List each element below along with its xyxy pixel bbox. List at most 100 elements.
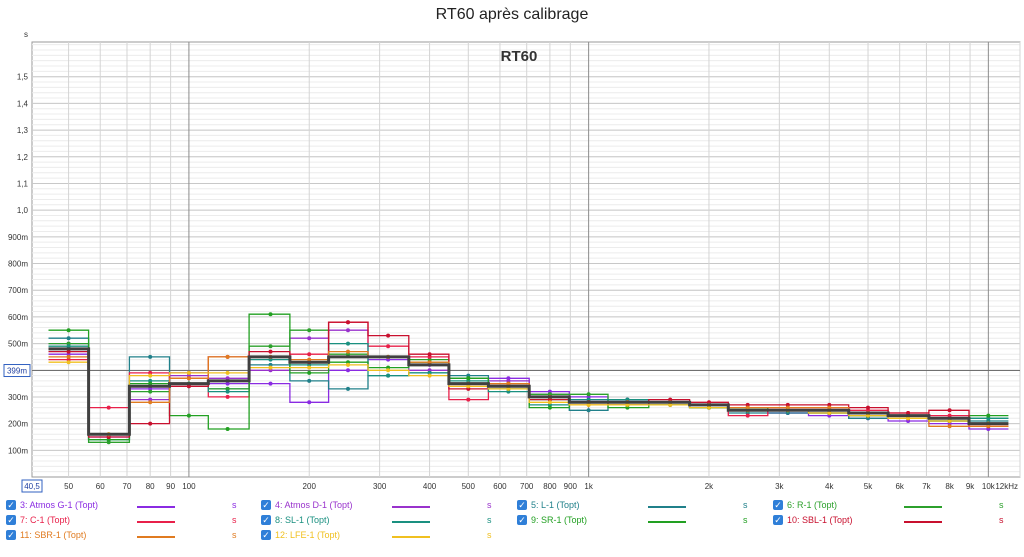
data-point [947, 413, 952, 418]
legend-checkbox[interactable]: ✓ [773, 500, 783, 510]
legend-unit: s [487, 515, 492, 525]
x-tick-label: 7k [922, 482, 931, 491]
data-point [745, 413, 750, 418]
y-tick-label: 1,0 [17, 206, 29, 215]
data-point [827, 411, 832, 415]
data-point [547, 405, 552, 410]
x-tick-label: 900 [564, 482, 578, 491]
y-tick-label: 300m [8, 393, 28, 402]
data-point [986, 413, 991, 418]
y-tick-label: 900m [8, 233, 28, 242]
x-tick-label: 90 [166, 482, 175, 491]
data-point [307, 328, 312, 333]
y-tick-label: 700m [8, 286, 28, 295]
data-point [346, 320, 350, 325]
data-point [186, 413, 191, 418]
legend-swatch [392, 536, 430, 538]
data-point [346, 341, 350, 346]
data-point [268, 349, 273, 354]
legend-item[interactable]: ✓ 7: C-1 (Topt) s [6, 513, 246, 529]
x-tick-label: 8k [945, 482, 954, 491]
data-point [307, 370, 312, 375]
data-point [186, 370, 191, 375]
legend-unit: s [999, 515, 1004, 525]
data-point [66, 360, 71, 365]
x-tick-label: 600 [493, 482, 507, 491]
x-start-box [21, 479, 43, 493]
data-point [186, 384, 191, 389]
x-tick-label: 100 [182, 482, 196, 491]
data-point [827, 405, 832, 410]
legend-item[interactable]: ✓ 9: SR-1 (Topt) s [517, 513, 757, 529]
x-tick-label: 6k [895, 482, 904, 491]
legend-label: 4: Atmos D-1 (Topt) [275, 500, 353, 510]
y-tick-label: 100m [8, 446, 28, 455]
cursor-value-box [3, 364, 31, 378]
legend-checkbox[interactable]: ✓ [261, 500, 271, 510]
data-point [866, 405, 870, 410]
x-tick-label: 5k [864, 482, 873, 491]
legend-checkbox[interactable]: ✓ [261, 515, 271, 525]
legend-item[interactable]: ✓ 5: L-1 (Topt) s [517, 498, 757, 514]
data-point [947, 419, 952, 423]
window-title: RT60 après calibrage [435, 6, 589, 23]
legend-label: 5: L-1 (Topt) [531, 500, 580, 510]
rt60-plot[interactable]: RT60s100m200m300m400m500m600m700m800m900… [0, 0, 1024, 496]
legend-item[interactable]: ✓ 12: LFE-1 (Topt) s [261, 528, 501, 544]
data-point [625, 402, 630, 407]
data-point [586, 408, 591, 413]
x-tick-label: 800 [543, 482, 557, 491]
data-point [148, 373, 153, 378]
legend-swatch [392, 521, 430, 523]
x-tick-label: 400 [423, 482, 437, 491]
data-point [346, 328, 350, 333]
y-tick-label: 500m [8, 340, 28, 349]
data-point [427, 352, 432, 357]
data-point [346, 386, 350, 391]
legend-swatch [904, 521, 942, 523]
legend-unit: s [487, 530, 492, 540]
data-point [547, 400, 552, 405]
data-point [268, 365, 273, 370]
legend-item[interactable]: ✓ 3: Atmos G-1 (Topt) s [6, 498, 246, 514]
data-point [307, 378, 312, 383]
legend-unit: s [232, 515, 237, 525]
legend-checkbox[interactable]: ✓ [261, 530, 271, 540]
legend-checkbox[interactable]: ✓ [517, 515, 527, 525]
x-tick-label: 2k [705, 482, 714, 491]
y-tick-label: 1,5 [17, 73, 29, 82]
legend-checkbox[interactable]: ✓ [6, 500, 16, 510]
data-point [466, 384, 471, 389]
legend-unit: s [743, 515, 748, 525]
y-tick-label: 200m [8, 420, 28, 429]
data-point [186, 376, 191, 381]
legend-checkbox[interactable]: ✓ [517, 500, 527, 510]
legend-label: 11: SBR-1 (Topt) [20, 530, 87, 540]
legend-label: 3: Atmos G-1 (Topt) [20, 500, 99, 510]
legend-item[interactable]: ✓ 10: SBL-1 (Topt) s [773, 513, 1013, 529]
data-point [307, 365, 312, 370]
legend-unit: s [487, 500, 492, 510]
data-point [268, 344, 273, 349]
legend-checkbox[interactable]: ✓ [773, 515, 783, 525]
x-tick-label: 500 [462, 482, 476, 491]
legend-checkbox[interactable]: ✓ [6, 530, 16, 540]
x-tick-label: 10k [982, 482, 996, 491]
data-point [947, 424, 952, 429]
y-tick-label: 1,3 [17, 126, 29, 135]
x-tick-label: 1k [584, 482, 593, 491]
data-point [307, 400, 312, 405]
legend-item[interactable]: ✓ 8: SL-1 (Topt) s [261, 513, 501, 529]
legend-swatch [137, 506, 175, 508]
legend-checkbox[interactable]: ✓ [6, 515, 16, 525]
x-tick-label: 50 [64, 482, 73, 491]
legend: ✓ 3: Atmos G-1 (Topt) s ✓ 4: Atmos D-1 (Topt… [0, 496, 1024, 557]
legend-item[interactable]: ✓ 11: SBR-1 (Topt) s [6, 528, 246, 544]
data-point [668, 402, 673, 407]
data-point [66, 328, 71, 333]
legend-item[interactable]: ✓ 6: R-1 (Topt) s [773, 498, 1013, 514]
data-point [346, 368, 350, 373]
legend-swatch [137, 536, 175, 538]
legend-item[interactable]: ✓ 4: Atmos D-1 (Topt) s [261, 498, 501, 514]
data-point [906, 416, 911, 421]
